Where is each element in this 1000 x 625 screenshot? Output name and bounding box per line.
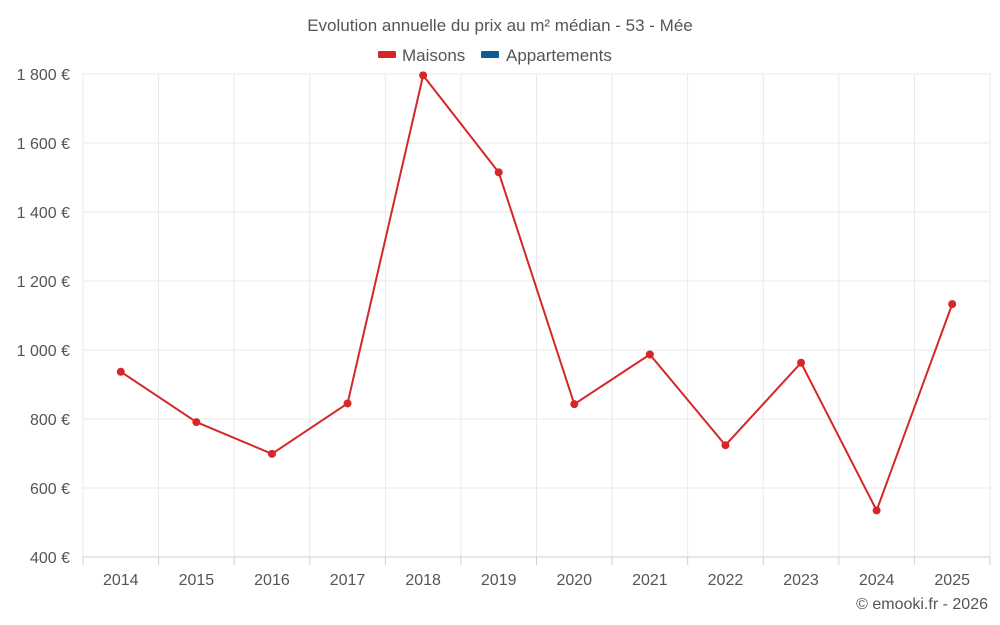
y-tick-label: 1 800 €: [17, 67, 70, 84]
legend: Maisons Appartements: [378, 46, 612, 65]
data-point-maisons-2015[interactable]: [192, 418, 201, 427]
y-tick-label: 400 €: [30, 550, 70, 567]
y-axis: 400 € 600 € 800 € 1 000 € 1 200 € 1 400 € 1 60…: [17, 67, 70, 567]
grid: [82, 73, 991, 557]
data-point-maisons-2016[interactable]: [267, 449, 276, 458]
x-tick-label: 2019: [481, 572, 517, 589]
x-tick-label: 2017: [330, 572, 366, 589]
x-tick-label: 2022: [708, 572, 744, 589]
legend-label-maisons: Maisons: [402, 46, 465, 65]
legend-swatch-appartements: [481, 51, 499, 58]
chart-title: Evolution annuelle du prix au m² médian …: [307, 16, 693, 35]
y-tick-label: 1 400 €: [17, 205, 70, 222]
legend-swatch-maisons: [378, 51, 396, 58]
x-tick-label: 2020: [556, 572, 592, 589]
y-tick-label: 1 600 €: [17, 136, 70, 153]
data-point-maisons-2020[interactable]: [570, 400, 579, 409]
x-axis: 2014 2015 2016 2017 2018 2019 2020 2021 2022 2023…: [82, 556, 991, 589]
x-tick-label: 2016: [254, 572, 290, 589]
data-point-maisons-2021[interactable]: [645, 350, 654, 359]
data-point-maisons-2014[interactable]: [116, 367, 125, 376]
y-tick-label: 1 200 €: [17, 274, 70, 291]
x-tick-label: 2025: [934, 572, 970, 589]
data-point-maisons-2017[interactable]: [343, 399, 352, 408]
data-point-maisons-2023[interactable]: [797, 358, 806, 367]
x-tick-label: 2021: [632, 572, 668, 589]
y-tick-label: 800 €: [30, 412, 70, 429]
legend-item-appartements[interactable]: Appartements: [481, 46, 612, 65]
credit-text: © emooki.fr - 2026: [856, 596, 988, 613]
series-line-maisons: [120, 74, 954, 512]
y-tick-label: 1 000 €: [17, 343, 70, 360]
data-point-maisons-2024[interactable]: [872, 506, 881, 515]
x-tick-label: 2014: [103, 572, 139, 589]
x-tick-label: 2024: [859, 572, 895, 589]
data-point-maisons-2019[interactable]: [494, 168, 503, 177]
x-tick-label: 2015: [179, 572, 215, 589]
legend-item-maisons[interactable]: Maisons: [378, 46, 465, 65]
data-point-maisons-2025[interactable]: [948, 300, 957, 309]
y-tick-label: 600 €: [30, 481, 70, 498]
x-tick-label: 2023: [783, 572, 819, 589]
series-maisons: [116, 71, 957, 515]
data-point-maisons-2018[interactable]: [419, 71, 428, 80]
data-point-maisons-2022[interactable]: [721, 441, 730, 450]
legend-label-appartements: Appartements: [506, 46, 612, 65]
x-tick-label: 2018: [405, 572, 441, 589]
